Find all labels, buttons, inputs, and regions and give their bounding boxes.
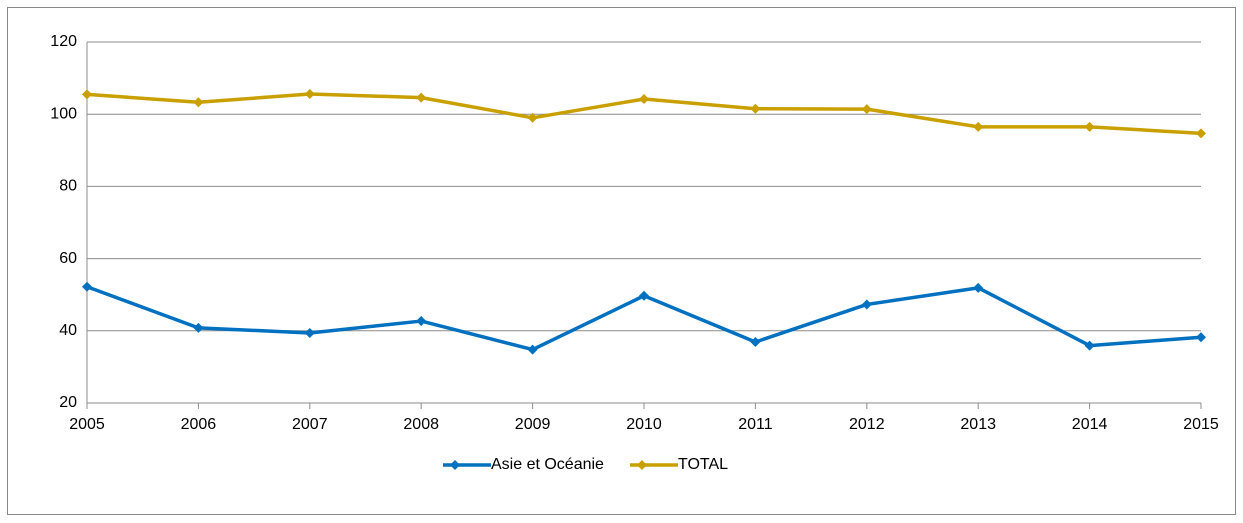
x-tick-label: 2011 — [738, 416, 773, 433]
point-marker — [1084, 340, 1095, 351]
legend: Asie et Océanie TOTAL — [443, 456, 728, 473]
point-marker — [416, 92, 427, 103]
point-marker — [1084, 121, 1095, 132]
x-tick-label: 2014 — [1072, 416, 1108, 433]
point-marker — [304, 327, 315, 338]
point-marker — [639, 290, 649, 301]
point-marker — [973, 282, 984, 293]
point-marker — [750, 336, 761, 347]
x-tick-label: 2010 — [626, 416, 662, 433]
point-marker — [82, 89, 92, 100]
point-marker — [973, 121, 984, 132]
x-tick-label: 2006 — [181, 416, 217, 433]
x-tick-label: 2005 — [69, 416, 105, 433]
point-marker — [82, 281, 92, 292]
y-tick-label: 120 — [50, 33, 77, 50]
point-marker — [527, 344, 538, 355]
point-marker — [304, 88, 315, 99]
point-marker — [193, 97, 204, 108]
legend-label: Asie et Océanie — [491, 456, 604, 473]
x-tick-label: 2012 — [849, 416, 885, 433]
point-marker — [416, 316, 427, 327]
legend-marker — [450, 460, 460, 470]
legend-marker — [636, 460, 647, 470]
legend-label: TOTAL — [678, 456, 728, 473]
y-tick-label: 100 — [50, 105, 77, 122]
point-marker — [861, 104, 872, 115]
x-tick-label: 2007 — [292, 416, 328, 433]
point-marker — [1196, 128, 1206, 139]
y-tick-label: 60 — [59, 250, 77, 267]
chart-frame — [7, 7, 1236, 515]
point-marker — [527, 112, 538, 123]
point-marker — [861, 299, 872, 310]
x-tick-label: 2009 — [515, 416, 551, 433]
y-tick-label: 80 — [59, 178, 77, 195]
point-marker — [750, 103, 761, 114]
point-marker — [1196, 332, 1206, 343]
point-marker — [193, 322, 204, 333]
x-tick-label: 2008 — [403, 416, 439, 433]
y-tick-label: 20 — [59, 394, 77, 411]
point-marker — [639, 94, 649, 105]
x-tick-label: 2013 — [960, 416, 996, 433]
x-tick-label: 2015 — [1183, 416, 1219, 433]
y-tick-label: 40 — [59, 322, 77, 339]
